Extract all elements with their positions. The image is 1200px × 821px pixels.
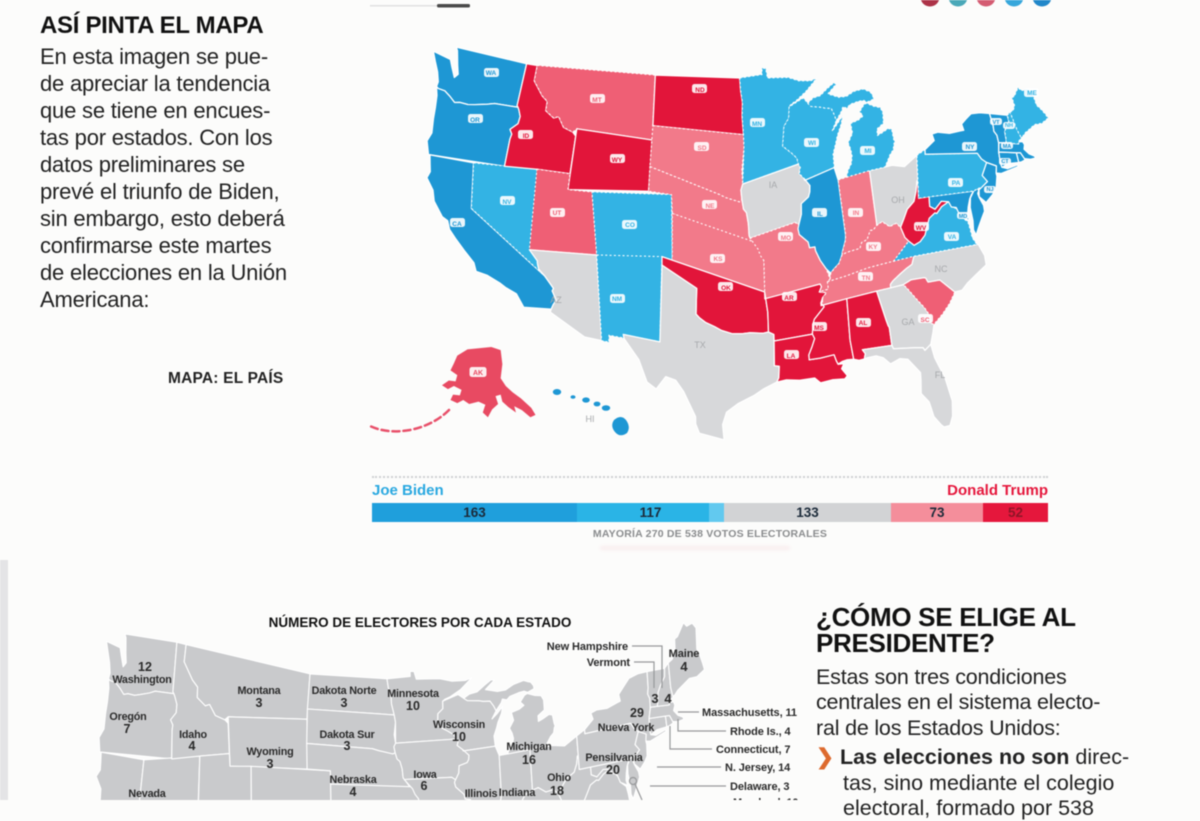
svg-text:Wisconsin: Wisconsin xyxy=(433,719,485,731)
svg-text:3: 3 xyxy=(651,691,658,706)
svg-text:10: 10 xyxy=(406,699,420,713)
svg-text:GA: GA xyxy=(901,317,914,327)
svg-text:Wyoming: Wyoming xyxy=(247,746,294,758)
svg-text:4: 4 xyxy=(680,659,688,674)
svg-text:MA: MA xyxy=(1003,144,1012,150)
svg-text:4: 4 xyxy=(664,691,672,706)
svg-text:NY: NY xyxy=(965,144,975,151)
svg-text:3: 3 xyxy=(341,696,348,710)
svg-text:NE: NE xyxy=(705,203,715,210)
svg-text:FL: FL xyxy=(935,370,946,380)
svg-text:UT: UT xyxy=(553,210,562,217)
svg-text:OR: OR xyxy=(470,117,480,124)
svg-text:LA: LA xyxy=(787,353,796,360)
svg-text:ND: ND xyxy=(695,87,705,94)
svg-text:Nebraska: Nebraska xyxy=(329,774,377,786)
svg-text:N. Jersey, 14: N. Jersey, 14 xyxy=(725,762,791,774)
svg-text:MO: MO xyxy=(781,235,791,242)
svg-text:MD: MD xyxy=(959,214,968,220)
svg-text:KS: KS xyxy=(713,256,723,263)
svg-text:WV: WV xyxy=(916,225,927,232)
svg-text:3: 3 xyxy=(267,757,274,771)
svg-text:MT: MT xyxy=(592,97,601,104)
svg-text:WI: WI xyxy=(808,140,816,147)
svg-text:Oregón: Oregón xyxy=(109,711,146,723)
svg-text:OK: OK xyxy=(721,285,731,292)
svg-text:MI: MI xyxy=(864,148,871,155)
svg-text:WY: WY xyxy=(612,157,623,164)
svg-text:Connecticut, 7: Connecticut, 7 xyxy=(716,744,790,756)
svg-text:CO: CO xyxy=(625,222,635,229)
svg-text:NH: NH xyxy=(1005,123,1013,129)
svg-text:Minnesota: Minnesota xyxy=(387,688,440,700)
svg-text:WA: WA xyxy=(486,70,497,77)
svg-text:Delaware, 3: Delaware, 3 xyxy=(730,781,789,793)
svg-text:IA: IA xyxy=(769,180,778,190)
svg-text:AK: AK xyxy=(473,370,483,377)
svg-text:KY: KY xyxy=(868,244,878,251)
svg-text:Dakota Norte: Dakota Norte xyxy=(312,685,377,697)
svg-text:MS: MS xyxy=(814,325,824,332)
svg-text:18: 18 xyxy=(550,784,564,798)
svg-text:4: 4 xyxy=(350,785,357,799)
svg-text:Ohio: Ohio xyxy=(547,772,571,784)
svg-text:10: 10 xyxy=(452,730,466,744)
svg-text:Maryland, 10: Maryland, 10 xyxy=(733,797,798,800)
svg-text:OH: OH xyxy=(891,195,905,205)
svg-text:HI: HI xyxy=(586,414,595,424)
svg-text:VT: VT xyxy=(992,120,1000,126)
svg-text:4: 4 xyxy=(189,739,196,753)
svg-text:7: 7 xyxy=(124,722,131,736)
svg-text:IL: IL xyxy=(817,211,823,218)
svg-text:NM: NM xyxy=(612,296,622,303)
svg-text:20: 20 xyxy=(606,763,620,777)
svg-text:NJ: NJ xyxy=(986,187,993,193)
svg-text:TN: TN xyxy=(862,275,871,282)
svg-text:MN: MN xyxy=(752,121,762,128)
svg-text:Iowa: Iowa xyxy=(413,769,437,781)
svg-text:Dakota Sur: Dakota Sur xyxy=(320,729,376,741)
svg-text:NV: NV xyxy=(502,199,512,206)
svg-text:Massachusetts, 11: Massachusetts, 11 xyxy=(702,707,797,719)
svg-text:IN: IN xyxy=(853,210,860,217)
svg-text:Indiana: Indiana xyxy=(499,787,537,799)
svg-text:12: 12 xyxy=(138,660,152,674)
svg-text:Maine: Maine xyxy=(669,648,700,660)
svg-text:New Hampshire: New Hampshire xyxy=(547,641,628,653)
svg-text:AR: AR xyxy=(784,295,794,302)
svg-text:Pensilvania: Pensilvania xyxy=(585,752,643,764)
svg-text:6: 6 xyxy=(421,779,428,793)
svg-text:CT: CT xyxy=(1001,159,1009,165)
svg-text:ME: ME xyxy=(1027,90,1037,97)
svg-text:VA: VA xyxy=(948,234,957,241)
svg-text:ID: ID xyxy=(523,133,530,140)
svg-text:Washington: Washington xyxy=(112,674,171,686)
svg-text:CA: CA xyxy=(452,221,462,228)
svg-text:3: 3 xyxy=(344,739,351,753)
svg-text:Illinois: Illinois xyxy=(465,788,498,800)
svg-text:Rhode Is., 4: Rhode Is., 4 xyxy=(730,726,792,738)
svg-text:16: 16 xyxy=(522,753,536,767)
svg-text:SC: SC xyxy=(920,317,929,324)
svg-text:Montana: Montana xyxy=(238,685,282,697)
svg-text:SD: SD xyxy=(697,145,706,152)
svg-text:NC: NC xyxy=(935,264,948,274)
svg-text:Nevada: Nevada xyxy=(128,788,166,800)
svg-text:3: 3 xyxy=(256,696,263,710)
svg-text:Vermont: Vermont xyxy=(587,657,631,669)
svg-text:AZ: AZ xyxy=(550,295,562,305)
svg-text:PA: PA xyxy=(952,180,961,187)
svg-text:29: 29 xyxy=(630,706,644,720)
svg-text:Michigan: Michigan xyxy=(506,741,551,753)
svg-text:AL: AL xyxy=(859,320,868,327)
svg-text:Idaho: Idaho xyxy=(179,729,207,741)
svg-text:TX: TX xyxy=(694,340,706,350)
svg-text:Nueva York: Nueva York xyxy=(598,722,656,734)
